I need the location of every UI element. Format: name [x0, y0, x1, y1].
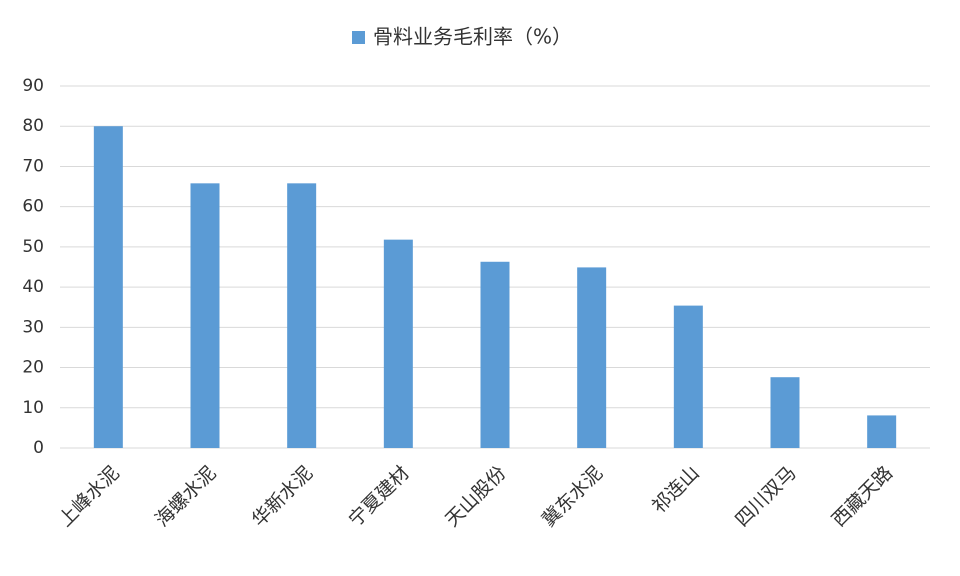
bar: [770, 377, 800, 448]
y-tick-label: 60: [22, 197, 44, 217]
y-tick-label: 40: [22, 277, 44, 297]
legend-swatch: [352, 31, 365, 44]
bar: [867, 415, 897, 448]
bar: [287, 183, 317, 449]
y-tick-label: 10: [22, 398, 44, 418]
y-tick-label: 0: [33, 438, 44, 458]
y-tick-label: 50: [22, 237, 44, 257]
y-tick-label: 20: [22, 358, 44, 378]
y-tick-label: 90: [22, 76, 44, 96]
legend-label: 骨料业务毛利率（%）: [373, 25, 572, 49]
y-tick-label: 30: [22, 317, 44, 337]
bar: [577, 267, 607, 448]
bar: [93, 126, 123, 448]
y-tick-label: 80: [22, 116, 44, 136]
bar: [673, 305, 703, 448]
bar: [190, 183, 220, 449]
y-tick-label: 70: [22, 156, 44, 176]
bar: [480, 261, 510, 448]
bar: [383, 239, 413, 448]
